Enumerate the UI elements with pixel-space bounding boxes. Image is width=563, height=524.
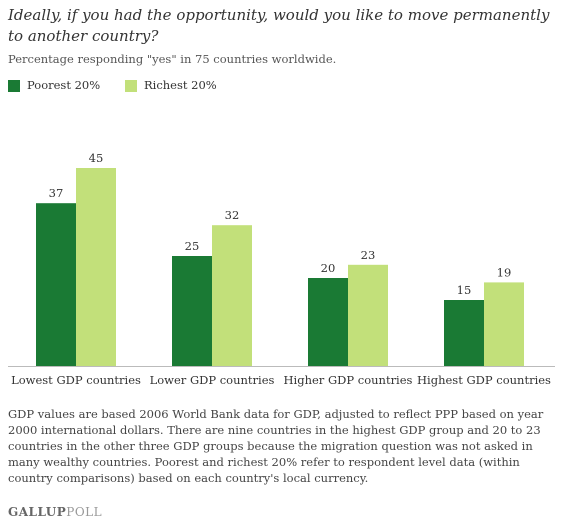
legend-label-poorest: Poorest 20%	[27, 78, 101, 92]
logo-brand: GALLUP	[8, 505, 67, 519]
bar-richest-3	[348, 264, 388, 366]
bar-richest-4	[484, 282, 524, 366]
bar-richest-1	[76, 168, 116, 366]
data-label: 37	[49, 186, 64, 200]
category-label: Lowest GDP countries	[11, 373, 141, 387]
bar-poorest-2	[172, 256, 212, 366]
bar-chart: 37 45 Lowest GDP countries 25 32 Lower GDP co…	[8, 151, 555, 387]
data-label: 23	[361, 248, 376, 262]
bar-poorest-1	[36, 203, 76, 366]
chart-title: Ideally, if you had the opportunity, wou…	[8, 6, 550, 45]
bar-poorest-4	[444, 300, 484, 366]
data-label: 15	[457, 283, 472, 297]
legend-label-richest: Richest 20%	[144, 78, 217, 92]
footnote: GDP values are based 2006 World Bank dat…	[8, 407, 544, 485]
category-label: Highest GDP countries	[417, 373, 551, 387]
data-label: 32	[225, 208, 240, 222]
chart-subtitle: Percentage responding "yes" in 75 countr…	[8, 52, 337, 66]
legend-swatch-poorest	[8, 80, 20, 92]
category-label: Higher GDP countries	[284, 373, 413, 387]
category-label: Lower GDP countries	[150, 373, 275, 387]
bar-poorest-3	[308, 278, 348, 366]
legend-swatch-richest	[125, 80, 137, 92]
logo-product: POLL	[66, 505, 103, 519]
data-label: 20	[321, 261, 336, 275]
bar-richest-2	[212, 225, 252, 366]
data-label: 45	[89, 151, 104, 165]
data-label: 19	[497, 265, 512, 279]
data-label: 25	[185, 239, 200, 253]
gallup-poll-logo: GALLUPPOLL	[8, 505, 102, 519]
